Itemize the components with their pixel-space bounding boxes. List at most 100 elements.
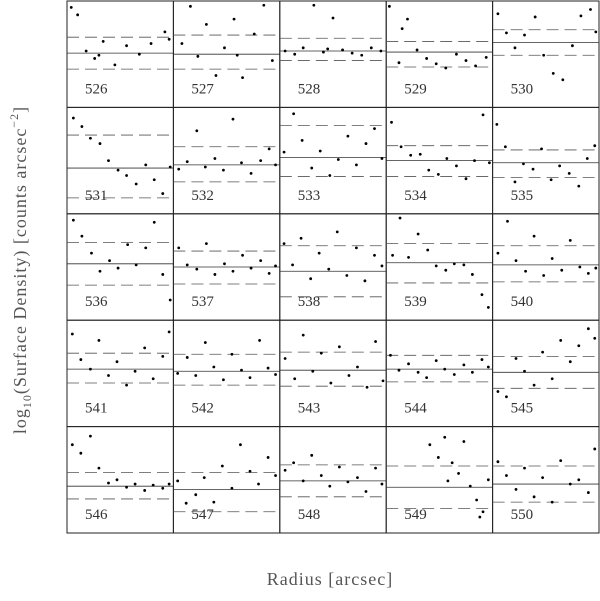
panel-frame [385,0,494,108]
data-point [98,142,102,145]
panel-frame [279,319,387,428]
data-point [363,279,367,283]
data-point [462,263,466,267]
data-point [240,368,243,372]
data-point [532,495,536,499]
data-point [374,466,377,470]
data-point [407,256,410,259]
data-point [481,113,485,117]
panel-frame [172,319,281,428]
data-point [387,4,391,8]
data-point [434,264,438,268]
data-point [462,440,466,443]
data-point [231,117,235,121]
data-point [550,377,554,381]
panel-frame [492,213,600,321]
data-point [223,46,226,50]
data-point [97,466,101,470]
data-point [457,472,460,475]
data-point [113,63,117,67]
data-point [373,253,376,257]
data-point [335,230,339,234]
y-label-part: log [10,408,30,434]
data-point [283,357,287,360]
data-point [134,182,138,186]
panel-frame [279,426,387,534]
data-point [389,353,392,357]
data-point [291,263,294,267]
data-point [212,500,216,504]
data-point [486,306,490,309]
data-point [318,149,322,153]
data-point [213,157,217,160]
data-point [434,62,438,66]
data-point [149,42,153,45]
data-point [252,32,256,36]
data-point [586,491,590,494]
data-point [177,167,181,171]
data-point [125,383,128,387]
data-point [577,478,581,482]
data-point [163,30,167,34]
panel-label: 527 [191,81,214,97]
panel-frame [66,0,174,108]
data-point [326,47,330,51]
data-point [542,53,546,57]
data-point [274,474,277,477]
data-point [79,451,83,455]
data-point [436,173,440,176]
data-point [116,266,120,270]
data-point [560,268,564,272]
data-point [468,484,472,488]
y-axis-label: log10(Surface Density) [counts arcsec−2] [7,106,34,434]
data-point [115,478,119,482]
data-point [84,49,88,53]
data-point [558,164,562,168]
data-point [185,356,189,359]
data-point [176,479,180,483]
panel-frame [172,426,281,534]
data-point [292,112,296,116]
data-point [196,54,200,58]
data-point [577,184,581,188]
data-point [407,362,410,366]
data-point [89,367,92,371]
data-point [336,158,340,161]
data-point [514,259,518,263]
data-point [350,51,354,55]
data-point [579,14,583,18]
data-point [594,30,598,34]
data-point [258,339,261,342]
data-point [267,147,271,151]
data-point [293,52,297,56]
data-point [400,27,404,31]
data-point [505,31,508,35]
panel-label: 530 [511,81,533,97]
panel-label: 549 [404,507,427,523]
data-point [380,157,384,160]
data-point [89,434,92,438]
data-point [478,515,482,519]
data-point [549,178,553,182]
data-point [230,352,234,356]
data-point [222,168,225,172]
data-point [541,350,545,354]
data-point [71,218,75,222]
data-point [356,365,359,369]
data-point [593,447,597,451]
data-point [523,466,526,470]
data-point [126,243,130,247]
data-point [380,264,384,268]
data-point [267,271,271,275]
data-point [274,264,277,268]
data-point [213,273,217,276]
data-point [523,369,526,373]
data-point [235,53,239,57]
panel-label: 544 [404,401,427,417]
data-point [406,17,409,21]
data-point [390,120,393,124]
data-point [203,165,207,169]
data-point [101,40,105,43]
data-point [168,165,172,169]
data-point [481,510,485,514]
